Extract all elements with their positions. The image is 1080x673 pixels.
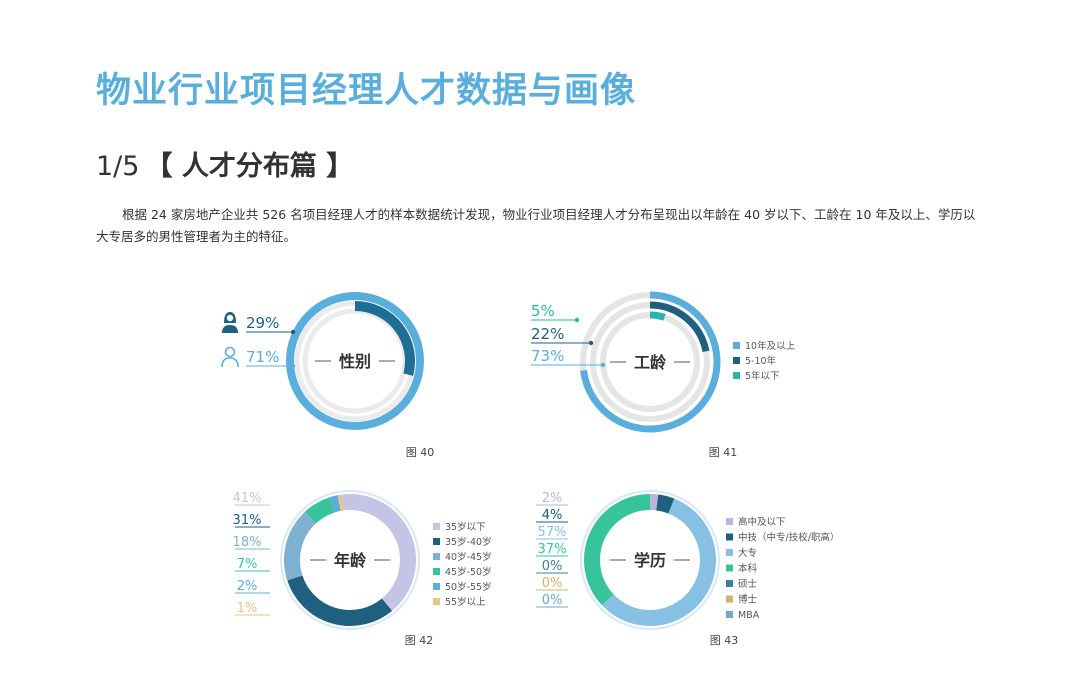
- gender-outer-ring: [286, 292, 424, 430]
- tenure-legend-swatch-0: [733, 342, 740, 349]
- edu-slice-2: [601, 498, 716, 626]
- age-legend-label-4: 50岁-55岁: [445, 581, 492, 593]
- age-legend-label-2: 40岁-45岁: [445, 551, 492, 563]
- edu-legend-swatch-0: [726, 518, 733, 525]
- gender-chart: 性别 29% 71% 图 40: [220, 285, 450, 465]
- edu-legend-swatch-1: [726, 533, 733, 541]
- edu-label-0: 2%: [542, 491, 563, 506]
- tenure-chart: 工龄 5% 22% 73% 10年及以上 5-10年 5年以下图 41: [525, 285, 796, 465]
- tenure-label-0: 73%: [531, 347, 564, 365]
- edu-label-6: 0%: [542, 593, 563, 608]
- age-legend-label-0: 35岁以下: [445, 521, 486, 533]
- age-legend-swatch-5: [433, 598, 440, 605]
- gender-chart-svg: 性别 29% 71% 图 40: [221, 292, 435, 459]
- age-slice-0: [341, 494, 416, 611]
- tenure-arc-1: [649, 301, 710, 353]
- edu-label-4: 0%: [542, 559, 563, 574]
- age-slice-4: [329, 495, 341, 513]
- edu-slice-3: [584, 494, 651, 606]
- edu-legend-swatch-5: [726, 595, 733, 603]
- gender-arc-female: [354, 301, 415, 376]
- age-label-3: 7%: [237, 557, 258, 572]
- edu-legend-label-1: 中技（中专/技校/职高）: [738, 532, 839, 544]
- female-user-icon: [222, 312, 238, 333]
- edu-inner-line: [602, 512, 698, 608]
- age-legend-swatch-3: [433, 568, 440, 575]
- tenure-legend-label-2: 5年以下: [745, 370, 780, 382]
- age-slice-2: [284, 511, 317, 581]
- age-slice-1: [287, 575, 393, 626]
- gender-center-label: 性别: [339, 352, 371, 371]
- section-title-text: 【 人才分布篇 】: [145, 151, 354, 182]
- tenure-leader-0-dot: [600, 362, 606, 368]
- section-number: 1/5: [96, 151, 140, 182]
- edu-label-3: 37%: [538, 542, 567, 557]
- age-label-4: 2%: [237, 579, 258, 594]
- edu-legend-swatch-2: [726, 549, 733, 556]
- age-center-label: 年龄: [334, 551, 367, 570]
- age-label-5: 1%: [237, 601, 258, 616]
- age-chart: 年龄 41% 31% 18% 7% 2% 1% 35岁以下 35岁-40岁 40岁-45岁 45岁-…: [225, 485, 495, 655]
- tenure-legend-swatch-1: [733, 357, 740, 364]
- age-legend-swatch-0: [433, 523, 440, 530]
- edu-legend-swatch-3: [726, 564, 733, 572]
- edu-outer-line: [580, 490, 720, 630]
- age-label-2: 18%: [233, 535, 262, 550]
- edu-label-1: 4%: [542, 508, 563, 523]
- tenure-arc-0: [580, 291, 721, 433]
- edu-legend-label-0: 高中及以下: [738, 516, 786, 528]
- edu-label-2: 57%: [538, 525, 567, 540]
- edu-legend-swatch-4: [726, 580, 733, 587]
- education-chart: 学历 2% 4% 57% 37% 0% 0% 0% 高中及以下中技（中专/技校/职高） 大专本科硕…: [530, 485, 840, 655]
- gender-label-male: 71%: [246, 348, 279, 366]
- tenure-label-2: 5%: [531, 302, 555, 320]
- intro-paragraph: 根据 24 家房地产企业共 526 名项目经理人才的样本数据统计发现，物业行业项…: [96, 207, 976, 244]
- edu-legend-label-3: 本科: [738, 563, 758, 575]
- age-legend-label-3: 45岁-50岁: [445, 566, 492, 578]
- age-legend-swatch-2: [433, 553, 440, 560]
- age-label-1: 31%: [233, 513, 262, 528]
- edu-caption: 图 43: [710, 634, 739, 647]
- age-chart-svg: 年龄 41% 31% 18% 7% 2% 1% 35岁以下 35岁-40岁 40岁-45岁 45岁-…: [233, 490, 492, 647]
- tenure-label-1: 22%: [531, 325, 564, 343]
- edu-legend-label-2: 大专: [738, 547, 757, 559]
- tenure-leader-1-dot: [588, 340, 594, 346]
- age-slice-3: [304, 497, 335, 524]
- age-caption: 图 42: [405, 634, 434, 647]
- gender-leader-female-dot: [290, 329, 296, 335]
- edu-label-5: 0%: [542, 576, 563, 591]
- tenure-legend-swatch-2: [733, 372, 740, 379]
- edu-legend-swatch-6: [726, 611, 733, 618]
- edu-legend-label-6: MBA: [738, 610, 760, 621]
- age-legend-label-1: 35岁-40岁: [445, 536, 492, 548]
- gender-leader-male-dot: [290, 363, 296, 369]
- tenure-arc-2: [649, 311, 666, 321]
- section-title: 1/5 【 人才分布篇 】: [96, 144, 353, 183]
- age-inner-line: [302, 512, 398, 608]
- tenure-center-label: 工龄: [634, 353, 667, 372]
- age-slice-5: [337, 494, 344, 511]
- age-outer-line: [280, 490, 420, 630]
- edu-center-label: 学历: [634, 551, 666, 570]
- tenure-legend-label-0: 10年及以上: [745, 340, 796, 352]
- page-title: 物业行业项目经理人才数据与画像: [96, 71, 637, 111]
- tenure-legend-label-1: 5-10年: [745, 355, 777, 367]
- gender-caption: 图 40: [406, 446, 435, 459]
- edu-legend-label-4: 硕士: [738, 578, 758, 590]
- age-legend-label-5: 55岁以上: [445, 596, 486, 608]
- gender-label-female: 29%: [246, 314, 279, 332]
- tenure-caption: 图 41: [709, 446, 738, 459]
- age-legend-swatch-4: [433, 583, 440, 590]
- edu-legend-label-5: 博士: [738, 594, 758, 606]
- age-legend-swatch-1: [433, 538, 440, 545]
- age-label-0: 41%: [233, 491, 262, 506]
- tenure-leader-2-dot: [574, 317, 580, 323]
- edu-slice-1: [656, 494, 675, 514]
- male-user-icon: [221, 346, 239, 368]
